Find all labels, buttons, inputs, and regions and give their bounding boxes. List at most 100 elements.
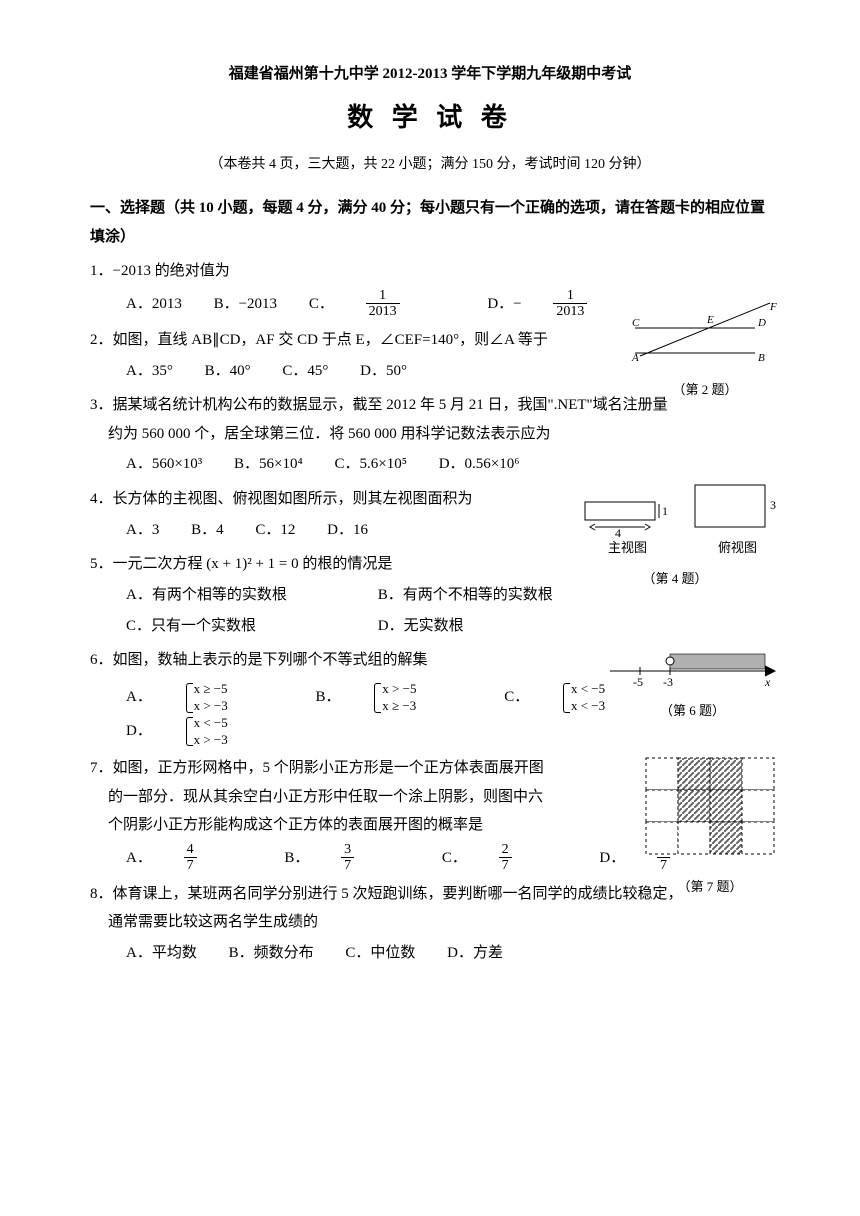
numerator: 2 <box>499 842 512 858</box>
q6-c-label: C． <box>504 683 529 712</box>
question-2: A B C D E F （第 2 题） 2．如图，直线 AB∥CD，AF 交 C… <box>90 326 770 385</box>
q5-options-row1: A．有两个相等的实数根 B．有两个不相等的实数根 <box>126 581 770 610</box>
svg-text:3: 3 <box>770 498 776 512</box>
q7-b-label: B． <box>284 844 309 873</box>
svg-text:x: x <box>764 675 771 688</box>
question-8: 8．体育课上，某班两名同学分别进行 5 次短跑训练，要判断哪一名同学的成绩比较稳… <box>90 880 770 968</box>
q8-options: A．平均数 B．频数分布 C．中位数 D．方差 <box>126 939 770 968</box>
denominator: 7 <box>184 858 197 873</box>
ineq-line: x < −3 <box>571 698 605 715</box>
exam-header-line1: 福建省福州第十九中学 2012-2013 学年下学期九年级期中考试 <box>90 60 770 89</box>
q7-d-label: D． <box>599 844 625 873</box>
exam-title: 数 学 试 卷 <box>90 93 770 142</box>
q6-opt-a: A． x ≥ −5 x > −3 <box>126 681 284 715</box>
system-bracket: x > −5 x ≥ −3 <box>372 681 444 715</box>
q1-opt-a: A．2013 <box>126 290 182 319</box>
q3-opt-a: A．560×10³ <box>126 450 202 479</box>
q1-text: 1．−2013 的绝对值为 <box>90 257 770 286</box>
label-a: A <box>631 352 639 364</box>
q1-opt-d: D．− 1 2013 <box>487 288 643 320</box>
ineq-line: x ≥ −5 <box>194 681 228 698</box>
parallel-lines-diagram-icon: A B C D E F <box>630 298 780 368</box>
q1-c-label: C． <box>309 290 334 319</box>
q3-opt-b: B．56×10⁴ <box>234 450 303 479</box>
svg-text:-3: -3 <box>663 675 673 688</box>
label-b: B <box>758 352 765 364</box>
q6-b-label: B． <box>316 683 341 712</box>
q7-a-label: A． <box>126 844 152 873</box>
q2-opt-d: D．50° <box>360 357 407 386</box>
q4-opt-a: A．3 <box>126 516 159 545</box>
q3-opt-d: D．0.56×10⁶ <box>439 450 520 479</box>
q2-opt-a: A．35° <box>126 357 173 386</box>
numerator: 1 <box>553 288 587 304</box>
numerator: 4 <box>184 842 197 858</box>
q5-opt-a: A．有两个相等的实数根 <box>126 581 346 610</box>
q7-opt-a: A． 4 7 <box>126 842 253 874</box>
q5-opt-b: B．有两个不相等的实数根 <box>378 581 553 610</box>
fraction: 2 7 <box>499 842 540 874</box>
system-bracket: x < −5 x > −3 <box>184 715 256 749</box>
fraction: 1 2013 <box>553 288 615 320</box>
q3-opt-c: C．5.6×10⁵ <box>335 450 407 479</box>
q7-c-label: C． <box>442 844 467 873</box>
svg-text:4: 4 <box>615 526 621 540</box>
q8-opt-c: C．中位数 <box>345 939 415 968</box>
q1-opt-c: C． 1 2013 <box>309 288 456 320</box>
fraction: 4 7 <box>184 842 225 874</box>
q2-opt-c: C．45° <box>282 357 328 386</box>
system-bracket: x ≥ −5 x > −3 <box>184 681 256 715</box>
q6-d-label: D． <box>126 717 152 746</box>
system-bracket: x < −5 x < −3 <box>561 681 633 715</box>
q2-figure: A B C D E F （第 2 题） <box>630 298 780 403</box>
svg-text:-5: -5 <box>633 675 643 688</box>
q8-opt-b: B．频数分布 <box>229 939 314 968</box>
label-c: C <box>632 317 640 329</box>
ineq-line: x > −3 <box>194 698 228 715</box>
cuboid-views-icon: 4 1 主视图 3 俯视图 <box>570 477 780 557</box>
q7-figure: （第 7 题） <box>640 754 780 899</box>
q5-options-row2: C．只有一个实数根 D．无实数根 <box>126 612 770 641</box>
denominator: 2013 <box>366 304 400 319</box>
ineq-line: x ≥ −3 <box>382 698 416 715</box>
q6-opt-d: D． x < −5 x > −3 <box>126 715 284 749</box>
question-3: 3．据某域名统计机构公布的数据显示，截至 2012 年 5 月 21 日，我国"… <box>90 391 770 479</box>
q5-opt-d: D．无实数根 <box>378 612 464 641</box>
numerator: 3 <box>341 842 354 858</box>
q8-opt-d: D．方差 <box>447 939 503 968</box>
q8-line2: 通常需要比较这两名学生成绩的 <box>108 908 770 937</box>
section-1-title: 一、选择题（共 10 小题，每题 4 分，满分 40 分；每小题只有一个正确的选… <box>90 194 770 251</box>
q3-line1: 3．据某域名统计机构公布的数据显示，截至 2012 年 5 月 21 日，我国"… <box>90 391 770 420</box>
question-7: （第 7 题） 7．如图，正方形网格中，5 个阴影小正方形是一个正方体表面展开图… <box>90 754 770 873</box>
q4-opt-c: C．12 <box>255 516 295 545</box>
q2-opt-b: B．40° <box>205 357 251 386</box>
q7-opt-c: C． 2 7 <box>442 842 568 874</box>
q5-text: 5．一元二次方程 (x + 1)² + 1 = 0 的根的情况是 <box>90 550 770 579</box>
ineq-line: x > −5 <box>382 681 416 698</box>
ineq-line: x < −5 <box>194 715 228 732</box>
q8-opt-a: A．平均数 <box>126 939 197 968</box>
q6-a-label: A． <box>126 683 152 712</box>
denominator: 7 <box>499 858 512 873</box>
label-e: E <box>706 314 714 326</box>
label-d: D <box>757 317 766 329</box>
question-6: -5 -3 x （第 6 题） 6．如图，数轴上表示的是下列哪个不等式组的解集 … <box>90 646 770 748</box>
q8-line1: 8．体育课上，某班两名同学分别进行 5 次短跑训练，要判断哪一名同学的成绩比较稳… <box>90 880 770 909</box>
q4-opt-d: D．16 <box>327 516 368 545</box>
label-f: F <box>769 301 777 313</box>
exam-meta: （本卷共 4 页，三大题，共 22 小题；满分 150 分，考试时间 120 分… <box>90 152 770 179</box>
ineq-line: x > −3 <box>194 732 228 749</box>
q5-opt-c: C．只有一个实数根 <box>126 612 346 641</box>
denominator: 2013 <box>553 304 587 319</box>
numerator: 1 <box>366 288 400 304</box>
ineq-line: x < −5 <box>571 681 605 698</box>
q7-opt-b: B． 3 7 <box>284 842 410 874</box>
svg-text:1: 1 <box>662 504 668 518</box>
question-5: 5．一元二次方程 (x + 1)² + 1 = 0 的根的情况是 A．有两个相等… <box>90 550 770 640</box>
fraction: 3 7 <box>341 842 382 874</box>
q1-d-label: D．− <box>487 290 521 319</box>
question-4: 4 1 主视图 3 俯视图 （第 4 题） 4．长方体的主视图、俯视图如图所示，… <box>90 485 770 544</box>
fraction: 1 2013 <box>366 288 428 320</box>
q1-opt-b: B．−2013 <box>214 290 277 319</box>
q6-opt-b: B． x > −5 x ≥ −3 <box>316 681 473 715</box>
